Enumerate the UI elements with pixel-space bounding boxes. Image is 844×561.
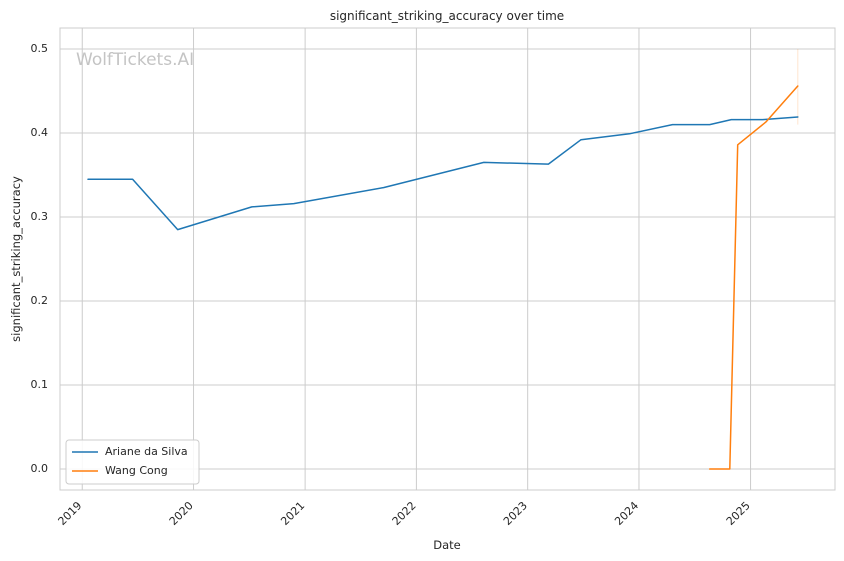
y-tick-label: 0.1 [31, 378, 49, 391]
x-axis-label: Date [433, 538, 461, 552]
plot-area [59, 27, 836, 491]
y-tick-label: 0.5 [31, 42, 49, 55]
y-tick-label: 0.4 [31, 126, 49, 139]
series-line [708, 85, 799, 470]
y-tick-label: 0.3 [31, 210, 49, 223]
series-line [87, 116, 799, 231]
y-tick-label: 0.0 [31, 462, 49, 475]
series-lines [87, 85, 799, 470]
legend: Ariane da Silva Wang Cong [65, 439, 200, 485]
legend-box [65, 439, 200, 485]
y-axis-ticks: 0.0 0.1 0.2 0.3 0.4 0.5 [31, 42, 49, 475]
chart-title: significant_striking_accuracy over time [330, 9, 564, 23]
legend-label: Wang Cong [105, 464, 168, 477]
watermark: WolfTickets.AI [76, 50, 194, 70]
y-axis-label: significant_striking_accuracy [9, 176, 23, 342]
y-tick-label: 0.2 [31, 294, 49, 307]
legend-label: Ariane da Silva [105, 445, 188, 458]
